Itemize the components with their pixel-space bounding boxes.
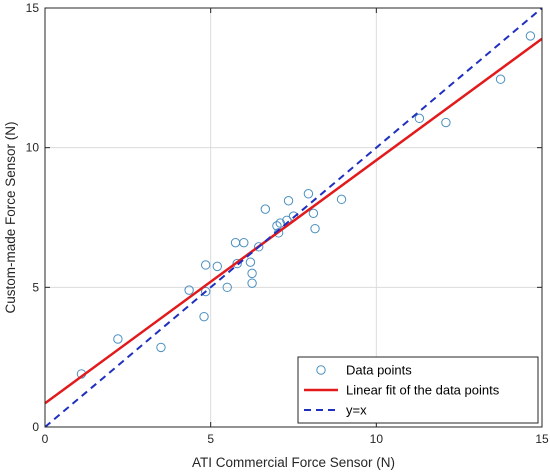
axis-ticks: 0 5 10 15 0 5 10 15 [26,1,549,446]
data-point-marker [156,342,166,353]
data-point-marker [283,196,294,206]
legend-marker-data-points [316,365,326,375]
y-tick-label: 5 [32,280,39,294]
axes-frame [44,7,543,428]
x-tick-label: 15 [535,432,549,446]
data-point-marker [230,237,241,248]
data-point-marker [495,74,506,84]
data-point-marker [303,189,314,199]
data-point-marker [245,257,256,267]
x-tick-label: 10 [370,432,384,446]
data-point-marker [336,194,347,205]
data-point-marker [525,31,536,41]
linear-fit-line [45,37,542,405]
legend-label: y=x [346,403,367,418]
data-point-marker [200,260,211,270]
data-point-marker [414,113,425,124]
legend-label: Data points [346,363,412,378]
y-tick-label: 10 [26,141,40,155]
x-tick-label: 0 [42,432,49,446]
y-tick-label: 15 [26,1,40,15]
data-point-marker [113,334,123,344]
data-point-marker [441,117,451,128]
data-point-marker [239,237,249,248]
series-layer [45,8,542,427]
y-axis-label: Custom-made Force Sensor (N) [3,121,18,313]
data-point-marker [212,261,222,272]
legend-label: Linear fit of the data points [346,383,500,398]
data-point-marker [260,204,271,214]
data-point-marker [200,286,211,297]
identity-line [45,8,542,427]
data-point-marker [272,221,282,231]
data-point-marker [254,242,264,252]
data-point-marker [247,268,257,279]
data-point-marker [275,218,285,228]
y-tick-label: 0 [32,420,39,434]
legend: Data points Linear fit of the data points… [297,356,539,424]
x-tick-label: 5 [207,432,214,446]
data-point-marker [308,208,319,219]
data-point-marker [247,278,257,288]
data-point-marker [184,285,194,295]
data-point-marker [222,282,232,293]
data-point-marker [199,311,209,322]
data-point-marker [232,258,242,269]
data-point-marker [310,223,320,234]
x-axis-label: ATI Commercial Force Sensor (N) [192,455,395,470]
